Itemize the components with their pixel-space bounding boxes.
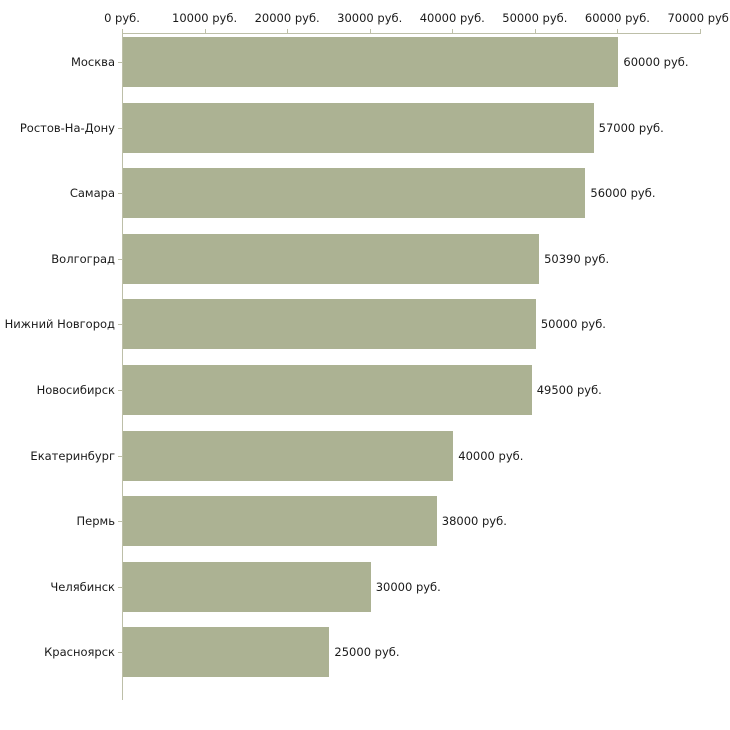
x-axis-tick-label: 40000 руб. [419, 11, 485, 25]
x-axis-tick-label: 10000 руб. [172, 11, 238, 25]
bar[interactable] [123, 299, 536, 350]
x-axis-line [122, 33, 700, 34]
y-axis-tick [118, 324, 123, 325]
y-axis-tick [118, 652, 123, 653]
x-axis-tick [122, 29, 123, 34]
category-label: Ростов-На-Дону [19, 120, 115, 135]
y-axis-tick [118, 521, 123, 522]
bar[interactable] [123, 430, 454, 481]
bar[interactable] [123, 168, 586, 219]
bar[interactable] [123, 233, 540, 284]
x-axis-tick-label: 70000 руб. [667, 11, 730, 25]
x-axis-tick-label: 30000 руб. [337, 11, 403, 25]
x-axis-tick-label: 50000 руб. [502, 11, 568, 25]
category-label: Челябинск [50, 579, 115, 594]
y-axis-tick [118, 62, 123, 63]
category-label: Пермь [76, 514, 115, 529]
bar-value-label: 40000 руб. [458, 448, 524, 463]
category-label: Волгоград [51, 251, 115, 266]
y-axis-tick [118, 456, 123, 457]
x-axis-tick [204, 29, 206, 34]
category-label: Самара [69, 186, 115, 201]
y-axis-tick [118, 128, 123, 129]
bar[interactable] [123, 102, 594, 153]
x-axis-tick-label: 60000 руб. [584, 11, 650, 25]
x-axis-tick-label: 0 руб. [104, 11, 140, 25]
y-axis-tick [118, 587, 123, 588]
x-axis-tick [452, 29, 454, 34]
bar[interactable] [123, 365, 532, 415]
bar-value-label: 50390 руб. [544, 251, 610, 266]
bar[interactable] [123, 37, 619, 87]
bar-value-label: 25000 руб. [334, 645, 400, 660]
x-axis-tick-label: 20000 руб. [254, 11, 320, 25]
y-axis-line [122, 33, 123, 700]
x-axis-tick [369, 29, 371, 34]
bar-value-label: 50000 руб. [540, 317, 606, 332]
x-axis-tick [617, 29, 619, 34]
bar-value-label: 30000 руб. [375, 579, 441, 594]
category-label: Екатеринбург [30, 448, 115, 463]
bar-value-label: 60000 руб. [623, 55, 689, 69]
category-label: Нижний Новгород [4, 317, 115, 332]
bar[interactable] [123, 561, 371, 612]
y-axis-tick [118, 259, 123, 260]
x-axis-tick [534, 29, 536, 34]
category-label: Красноярск [44, 645, 115, 660]
bar-value-label: 49500 руб. [536, 383, 602, 397]
bar[interactable] [123, 496, 437, 547]
x-axis-tick [287, 29, 289, 34]
bar-value-label: 56000 руб. [590, 186, 656, 201]
bar-value-label: 57000 руб. [598, 120, 664, 135]
x-axis-tick [700, 29, 701, 34]
category-label: Новосибирск [36, 383, 115, 397]
y-axis-tick [118, 193, 123, 194]
category-label: Москва [70, 55, 115, 69]
y-axis-tick [118, 390, 123, 391]
bar-value-label: 38000 руб. [441, 514, 507, 529]
bar[interactable] [123, 627, 330, 678]
